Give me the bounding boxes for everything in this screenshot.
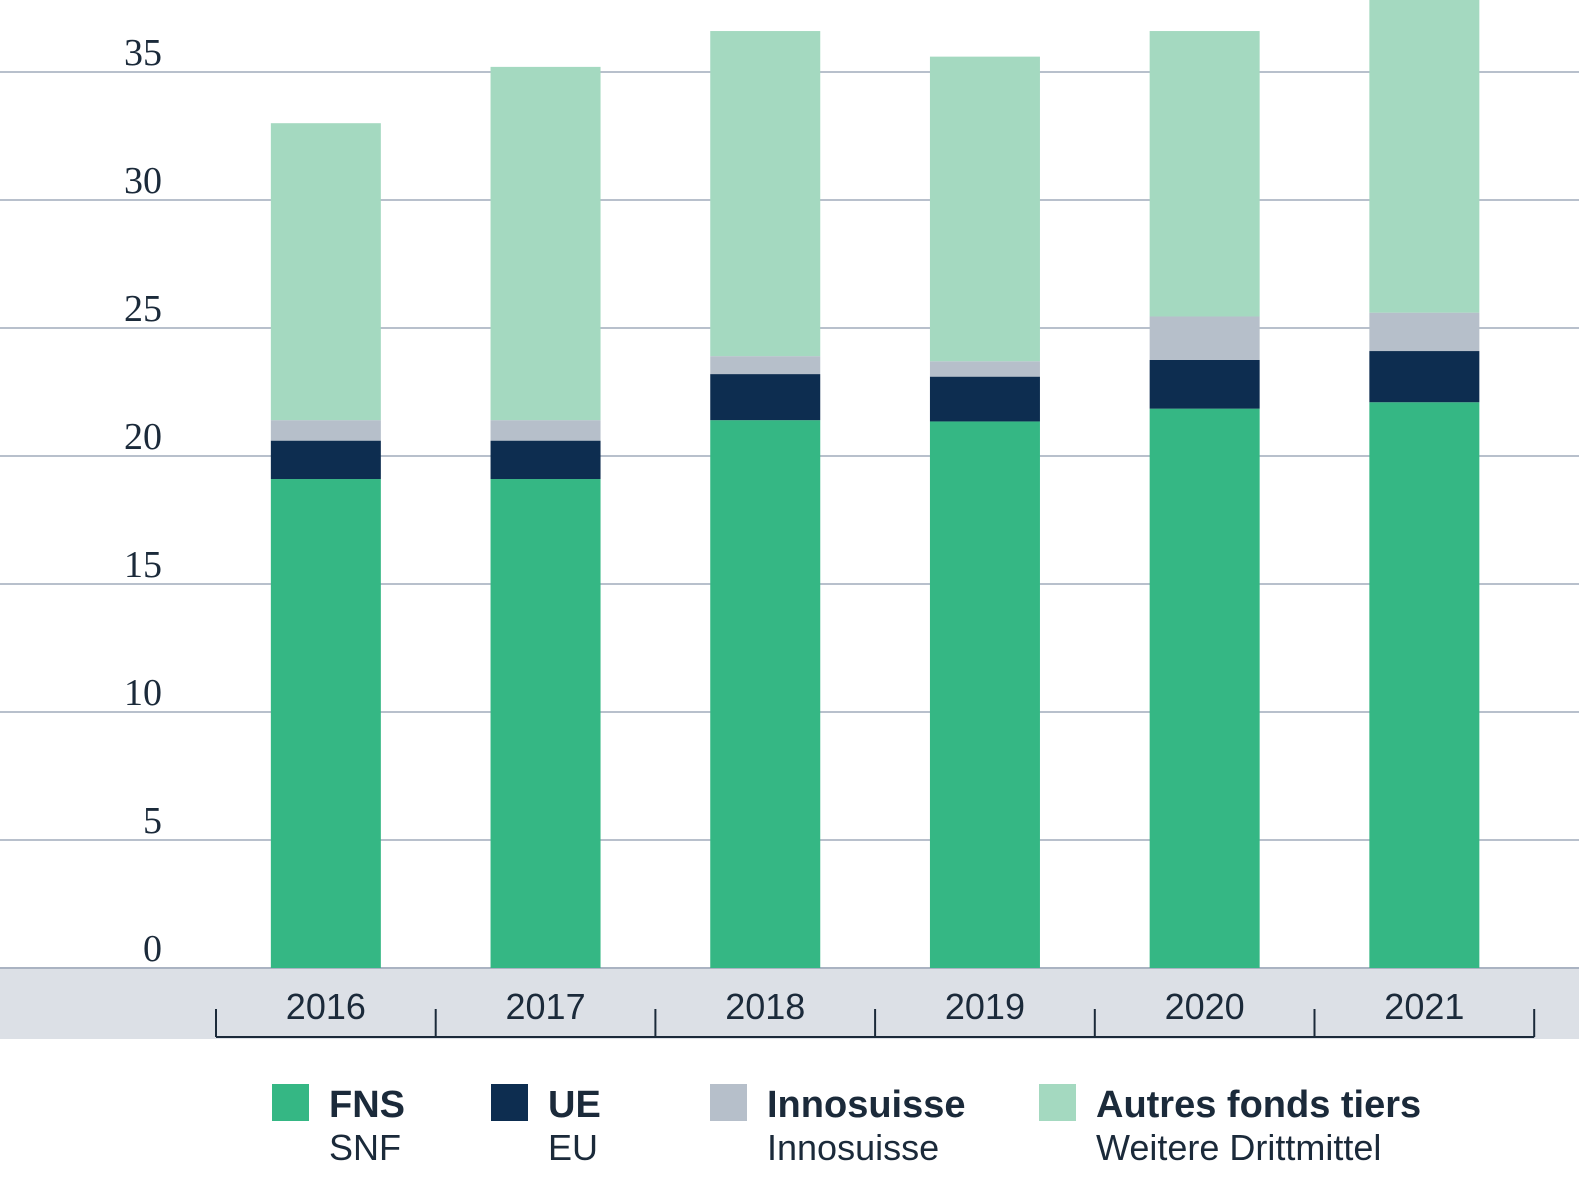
x-tick-label-2019: 2019 (945, 986, 1025, 1027)
legend-swatch-ue (491, 1084, 528, 1121)
y-tick-label: 20 (124, 416, 162, 458)
y-axis-ticks: 0 5 10 15 20 25 30 35 (124, 32, 162, 970)
y-tick-label: 30 (124, 160, 162, 202)
legend-swatch-autres-fonds-tiers (1039, 1084, 1076, 1121)
bar-segment-ue-2017 (490, 440, 601, 480)
legend-label-autres-fonds-tiers: Autres fonds tiers (1096, 1084, 1422, 1126)
legend: FNS SNF UE EU Innosuisse Innosuisse Autr… (0, 1082, 1579, 1182)
bar-segment-innosuisse-2019 (929, 361, 1040, 377)
bar-segment-fns-2016 (270, 479, 381, 968)
y-tick-label: 10 (124, 672, 162, 714)
bar-segment-autres-fonds-tiers-2018 (710, 31, 821, 357)
bar-segment-fns-2021 (1369, 402, 1480, 968)
legend-swatch-innosuisse (710, 1084, 747, 1121)
bar-segment-fns-2019 (929, 421, 1040, 968)
legend-item-innosuisse: Innosuisse Innosuisse (710, 1082, 966, 1168)
bar-segment-fns-2018 (710, 420, 821, 968)
bar-segment-autres-fonds-tiers-2021 (1369, 0, 1480, 313)
bar-segment-innosuisse-2018 (710, 356, 821, 375)
stacked-bar-chart: 0 5 10 15 20 25 30 35 2016 2017 2018 2019 2020 2021 (0, 0, 1579, 1039)
bar-segment-ue-2016 (270, 440, 381, 480)
bar-segment-autres-fonds-tiers-2016 (270, 123, 381, 421)
y-tick-label: 5 (143, 800, 162, 842)
bar-segment-ue-2020 (1149, 360, 1260, 409)
x-tick-label-2020: 2020 (1165, 986, 1245, 1027)
x-tick-label-2021: 2021 (1384, 986, 1464, 1027)
bar-segment-innosuisse-2020 (1149, 316, 1260, 360)
bar-segment-ue-2019 (929, 376, 1040, 422)
legend-label-fns: FNS (329, 1084, 405, 1126)
x-tick-label-2017: 2017 (506, 986, 586, 1027)
bars (270, 0, 1480, 968)
legend-label-weitere-drittmittel: Weitere Drittmittel (1096, 1127, 1382, 1168)
legend-label-innosuisse-de: Innosuisse (767, 1127, 940, 1168)
legend-item-fns: FNS SNF (272, 1082, 405, 1168)
y-tick-label: 0 (143, 928, 162, 970)
bar-segment-innosuisse-2021 (1369, 312, 1480, 352)
y-tick-label: 15 (124, 544, 162, 586)
legend-label-eu: EU (548, 1127, 599, 1168)
x-axis: 2016 2017 2018 2019 2020 2021 (215, 986, 1536, 1038)
bar-segment-autres-fonds-tiers-2017 (490, 66, 601, 421)
bar-segment-autres-fonds-tiers-2019 (929, 56, 1040, 362)
x-tick-label-2016: 2016 (286, 986, 366, 1027)
x-tick-label-2018: 2018 (725, 986, 805, 1027)
bar-segment-innosuisse-2016 (270, 420, 381, 441)
y-tick-label: 25 (124, 288, 162, 330)
legend-label-ue: UE (548, 1084, 601, 1126)
legend-swatch-fns (272, 1084, 309, 1121)
legend-label-snf: SNF (329, 1127, 401, 1168)
bar-segment-autres-fonds-tiers-2020 (1149, 31, 1260, 317)
legend-label-innosuisse: Innosuisse (767, 1084, 966, 1126)
legend-item-autres-fonds-tiers: Autres fonds tiers Weitere Drittmittel (1039, 1082, 1421, 1168)
bar-segment-ue-2021 (1369, 351, 1480, 403)
y-tick-label: 35 (124, 32, 162, 74)
bar-segment-ue-2018 (710, 374, 821, 421)
bar-segment-innosuisse-2017 (490, 420, 601, 441)
x-axis-band (0, 969, 1579, 1039)
bar-segment-fns-2017 (490, 479, 601, 968)
bar-segment-fns-2020 (1149, 408, 1260, 968)
legend-item-ue: UE EU (491, 1082, 601, 1168)
